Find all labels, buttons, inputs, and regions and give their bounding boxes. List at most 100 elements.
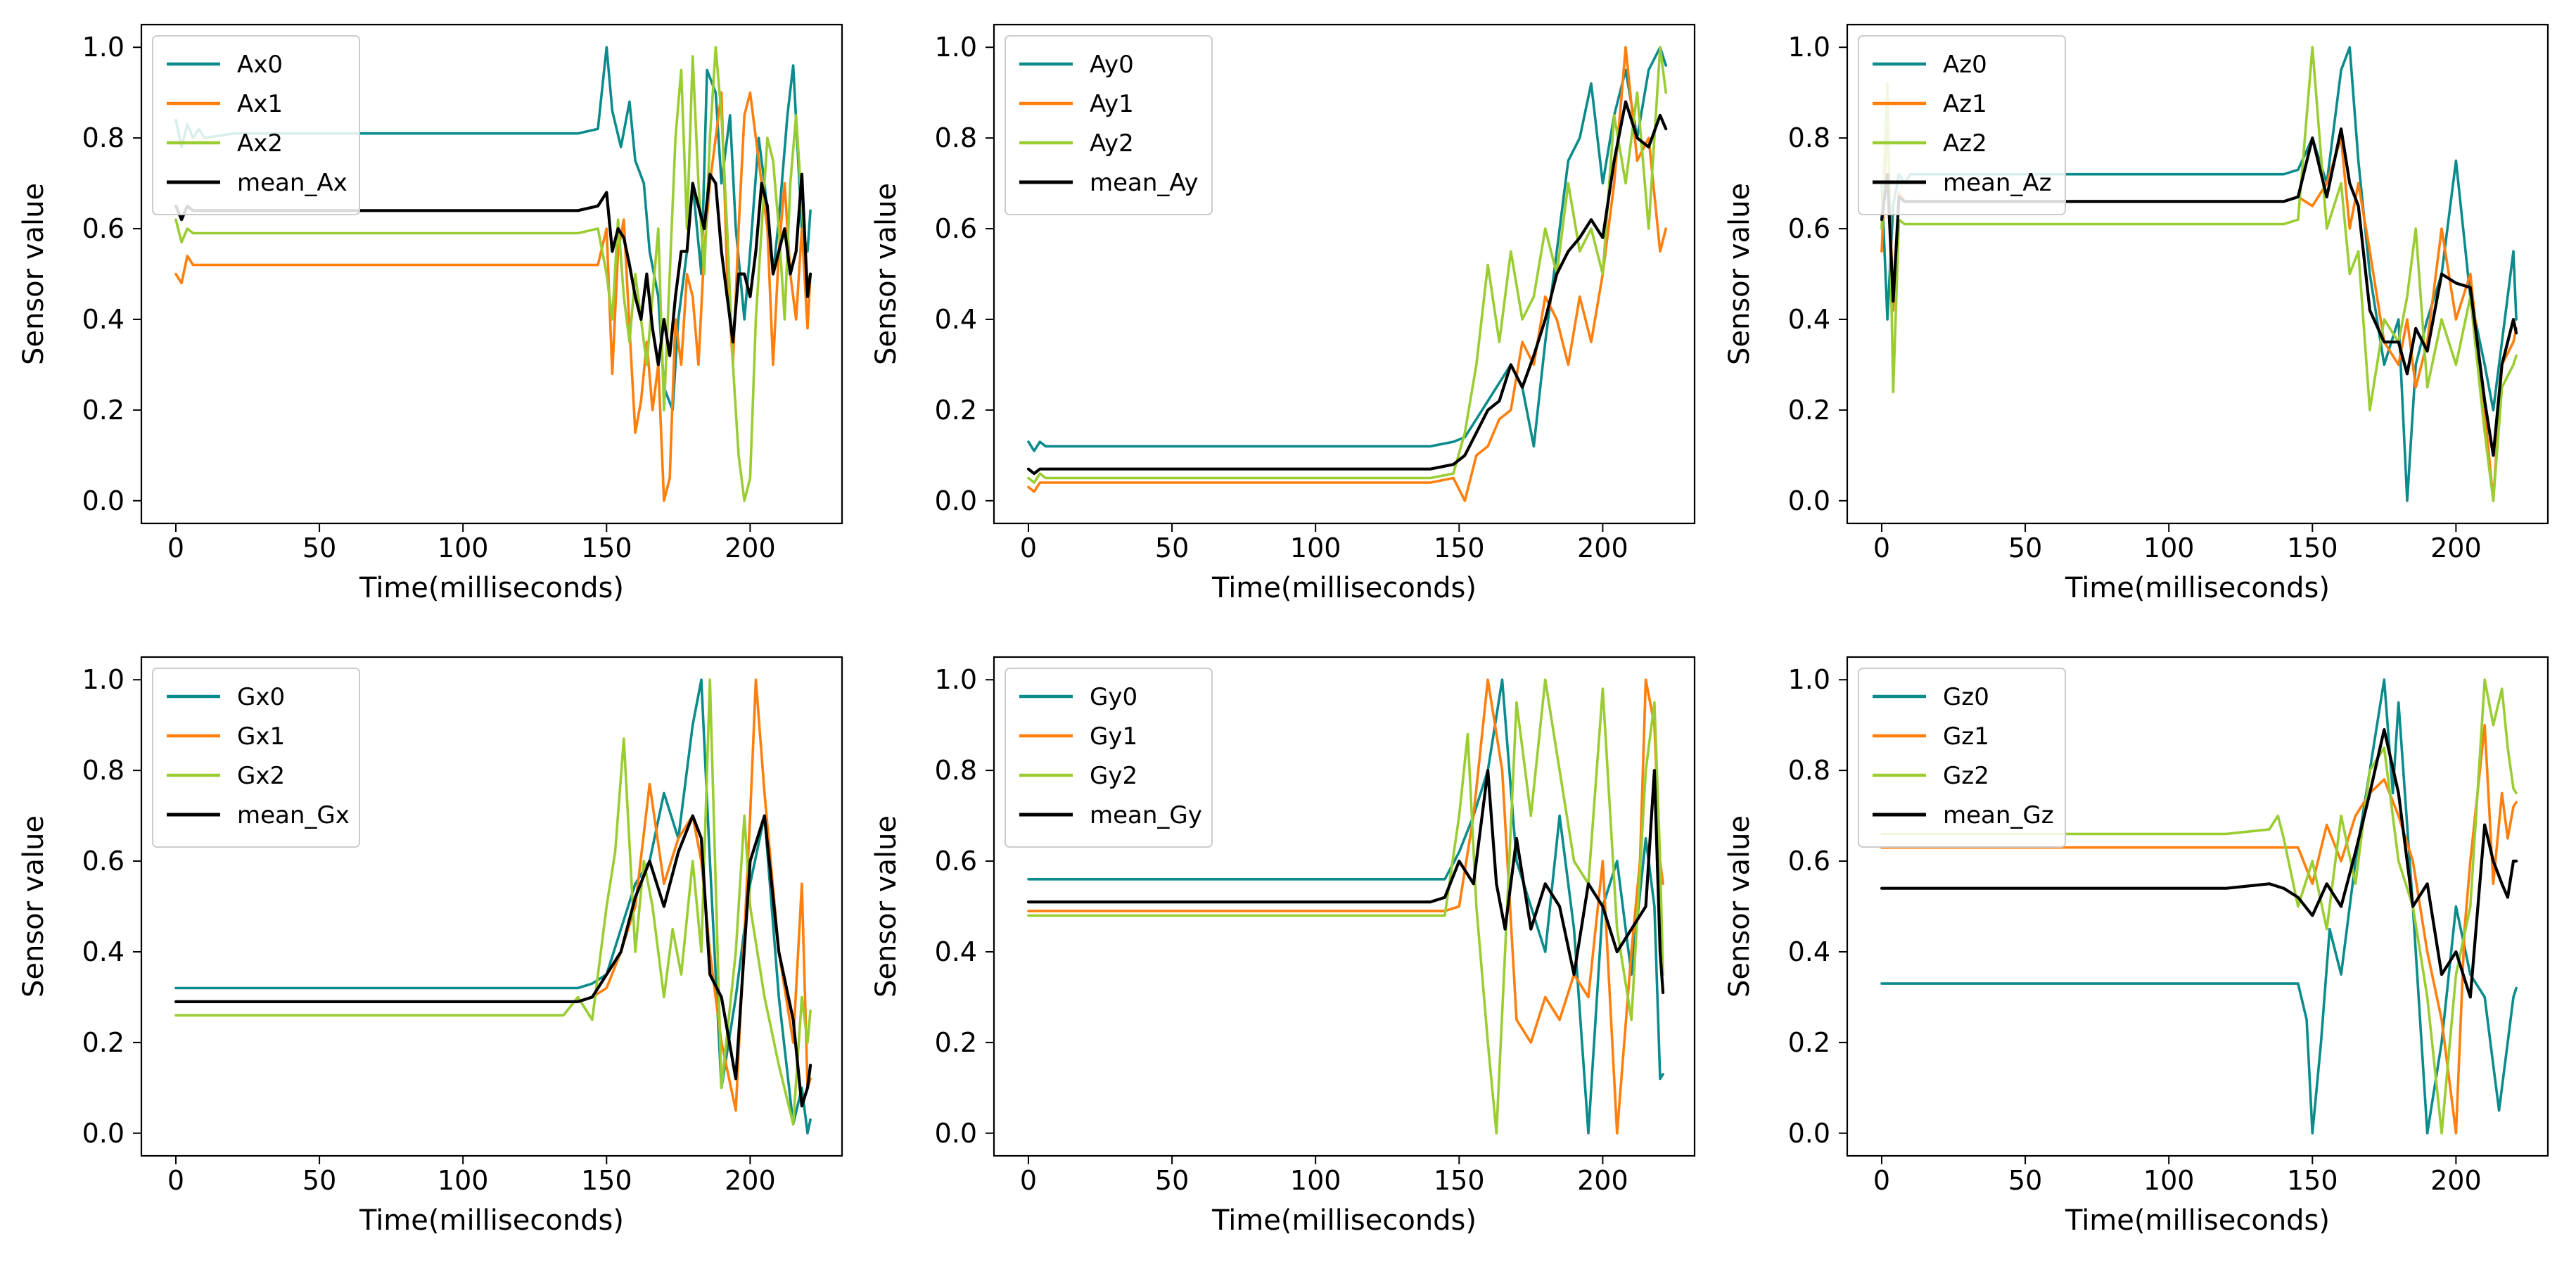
y-tick-label: 0.4 (935, 936, 977, 967)
x-axis-label: Time(milliseconds) (359, 1204, 624, 1237)
x-axis-label: Time(milliseconds) (1211, 572, 1477, 604)
legend-label-mean_Ax: mean_Ax (237, 169, 347, 197)
y-tick-label: 0.2 (82, 395, 125, 426)
x-tick-label: 200 (1577, 1165, 1628, 1196)
legend-label-Gz0: Gz0 (1943, 683, 1989, 711)
x-tick-label: 150 (1434, 1165, 1485, 1196)
series-group (1026, 46, 1668, 502)
y-tick-label: 0.8 (1788, 122, 1830, 153)
y-tick-label: 0.4 (1788, 936, 1830, 967)
series-line-mean_Gz (1880, 727, 2518, 999)
x-tick-label: 100 (2143, 1165, 2195, 1196)
panel-5: 0 50 100 150 200 0.0 0.2 0.4 0.6 0.8 1.0 Time(milli… (870, 656, 1696, 1237)
y-tick-label: 0.0 (1788, 485, 1830, 516)
x-tick-label: 100 (438, 533, 489, 564)
legend-label-Az0: Az0 (1943, 51, 1987, 79)
x-tick-label: 150 (581, 533, 632, 564)
x-tick-label: 200 (1577, 533, 1628, 564)
x-tick-label: 0 (167, 533, 184, 564)
series-group (1026, 678, 1665, 1135)
x-axis-label: Time(milliseconds) (2065, 1204, 2330, 1237)
x-tick-label: 200 (2430, 1165, 2482, 1196)
series-line-Ay1 (1027, 46, 1667, 502)
x-tick-label: 150 (1434, 533, 1485, 564)
legend-label-mean_Az: mean_Az (1943, 169, 2052, 197)
y-tick-label: 0.6 (935, 846, 977, 877)
y-tick-label: 0.0 (82, 485, 125, 516)
y-tick-label: 0.0 (935, 485, 977, 516)
y-axis-label: Sensor value (18, 183, 50, 365)
y-tick-label: 0.6 (935, 213, 977, 244)
x-tick-label: 200 (725, 533, 776, 564)
legend-label-Ay0: Ay0 (1090, 51, 1134, 79)
panel-4: 0 50 100 150 200 0.0 0.2 0.4 0.6 0.8 1.0 Time(milli… (18, 656, 843, 1237)
y-axis-label: Sensor value (1723, 183, 1756, 365)
series-line-Ax1 (174, 91, 812, 502)
legend-label-mean_Gy: mean_Gy (1090, 801, 1202, 829)
x-tick-label: 0 (167, 1165, 184, 1196)
x-tick-label: 150 (2287, 533, 2338, 564)
legend-label-mean_Gx: mean_Gx (237, 801, 350, 829)
axes-frame (993, 23, 1696, 525)
legend-box (152, 668, 360, 848)
y-tick-label: 0.0 (935, 1118, 977, 1149)
legend-box (1005, 35, 1213, 215)
y-tick-label: 0.6 (82, 213, 125, 244)
legend-label-Gx1: Gx1 (237, 722, 285, 751)
series-group (1880, 678, 2518, 1135)
y-tick-label: 0.2 (1788, 1027, 1830, 1058)
y-tick-label: 0.2 (82, 1027, 125, 1058)
legend-label-Ax1: Ax1 (237, 90, 283, 118)
panel-2: 0 50 100 150 200 0.0 0.2 0.4 0.6 0.8 1.0 Time(milli… (870, 23, 1696, 604)
x-tick-label: 100 (438, 1165, 489, 1196)
legend: Gx0 Gx1 Gx2 mean_Gx (152, 668, 360, 848)
legend-label-Ax0: Ax0 (237, 51, 283, 79)
panel-3: 0 50 100 150 200 0.0 0.2 0.4 0.6 0.8 1.0 Time(milli… (1723, 23, 2549, 604)
legend-label-Az2: Az2 (1943, 129, 1987, 158)
y-tick-label: 0.6 (1788, 213, 1830, 244)
x-tick-label: 50 (2008, 533, 2042, 564)
legend: Az0 Az1 Az2 mean_Az (1858, 35, 2066, 215)
x-tick-label: 50 (1155, 533, 1189, 564)
x-tick-label: 50 (302, 1165, 336, 1196)
axes-frame (140, 656, 843, 1157)
y-axis-label: Sensor value (18, 815, 50, 998)
legend-label-Gz1: Gz1 (1943, 722, 1989, 751)
x-tick-label: 150 (581, 1165, 632, 1196)
x-axis-label: Time(milliseconds) (2065, 572, 2330, 604)
legend: Ay0 Ay1 Ay2 mean_Ay (1005, 35, 1213, 215)
x-tick-label: 0 (1873, 1165, 1890, 1196)
series-line-Gz2 (1880, 678, 2518, 1135)
legend-label-Ay1: Ay1 (1090, 90, 1134, 118)
series-line-Gz0 (1880, 678, 2518, 1135)
y-tick-label: 0.8 (935, 122, 977, 153)
series-line-mean_Gx (174, 814, 812, 1108)
y-tick-label: 0.8 (1788, 755, 1830, 786)
y-tick-label: 0.6 (1788, 846, 1830, 877)
y-tick-label: 0.4 (82, 304, 125, 335)
legend: Gy0 Gy1 Gy2 mean_Gy (1005, 668, 1213, 848)
x-tick-label: 100 (1290, 533, 1341, 564)
legend-label-Gx0: Gx0 (237, 683, 285, 711)
y-axis-label: Sensor value (1723, 815, 1756, 998)
panel-6: 0 50 100 150 200 0.0 0.2 0.4 0.6 0.8 1.0 Time(milli… (1723, 656, 2549, 1237)
legend-box (1858, 668, 2066, 848)
y-tick-label: 0.4 (82, 936, 125, 967)
legend-label-mean_Ay: mean_Ay (1090, 169, 1199, 197)
legend-box (1858, 35, 2066, 215)
y-tick-label: 0.0 (82, 1118, 125, 1149)
y-axis-label: Sensor value (870, 183, 903, 365)
legend-label-Gy0: Gy0 (1090, 683, 1137, 711)
legend-label-Ax2: Ax2 (237, 129, 283, 158)
y-tick-label: 0.2 (935, 395, 977, 426)
y-tick-label: 0.4 (935, 304, 977, 335)
y-axis-label: Sensor value (870, 815, 903, 998)
x-axis-label: Time(milliseconds) (359, 572, 624, 604)
y-tick-label: 1.0 (1788, 32, 1830, 63)
series-group (174, 46, 812, 502)
series-line-Gy0 (1027, 678, 1664, 1135)
legend-label-Gz2: Gz2 (1943, 762, 1989, 790)
y-tick-label: 1.0 (1788, 664, 1830, 695)
axes-frame (1846, 656, 2549, 1157)
